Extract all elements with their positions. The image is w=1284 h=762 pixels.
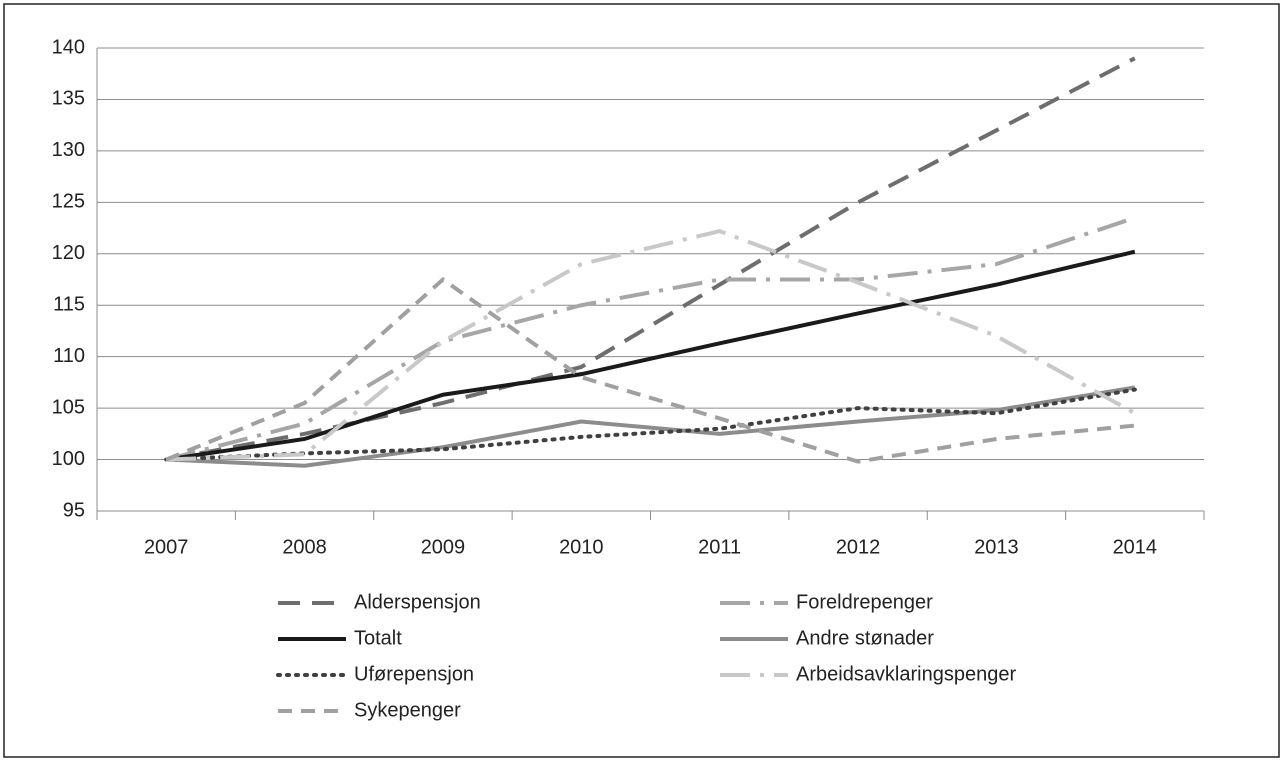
series-line: [165, 249, 1136, 462]
legend-label: Foreldrepenger: [796, 591, 933, 613]
y-tick-label: 125: [52, 191, 85, 213]
x-tick-label: 2011: [698, 536, 741, 558]
y-tick-label: 120: [52, 242, 85, 264]
y-tick-label: 115: [53, 294, 85, 316]
x-tick-label: 2007: [144, 536, 189, 558]
legend-label: Sykepenger: [354, 699, 461, 721]
series-line: [166, 229, 1136, 462]
y-tick-label: 140: [52, 36, 85, 58]
legend-label: Andre stønader: [796, 627, 934, 649]
y-tick-label: 100: [52, 448, 85, 470]
y-tick-label: 130: [52, 139, 85, 161]
x-tick-label: 2010: [559, 536, 604, 558]
x-tick-label: 2013: [974, 536, 1019, 558]
series-line: [165, 276, 1136, 464]
y-tick-label: 95: [63, 499, 85, 521]
y-tick-label: 110: [53, 345, 85, 367]
chart-border: [3, 3, 1280, 758]
x-tick-label: 2008: [282, 536, 327, 558]
series-line: [165, 215, 1136, 462]
y-tick-label: 105: [52, 396, 85, 418]
legend-label: Uførepensjon: [354, 663, 474, 685]
legend-label: Totalt: [354, 627, 402, 649]
y-tick-label: 135: [52, 88, 85, 110]
legend-label: Arbeidsavklaringspenger: [796, 663, 1016, 685]
x-tick-label: 2009: [421, 536, 466, 558]
series-line: [164, 387, 1137, 462]
legend-label: Alderspensjon: [354, 591, 481, 613]
x-tick-label: 2014: [1113, 536, 1158, 558]
x-tick-label: 2012: [836, 536, 881, 558]
